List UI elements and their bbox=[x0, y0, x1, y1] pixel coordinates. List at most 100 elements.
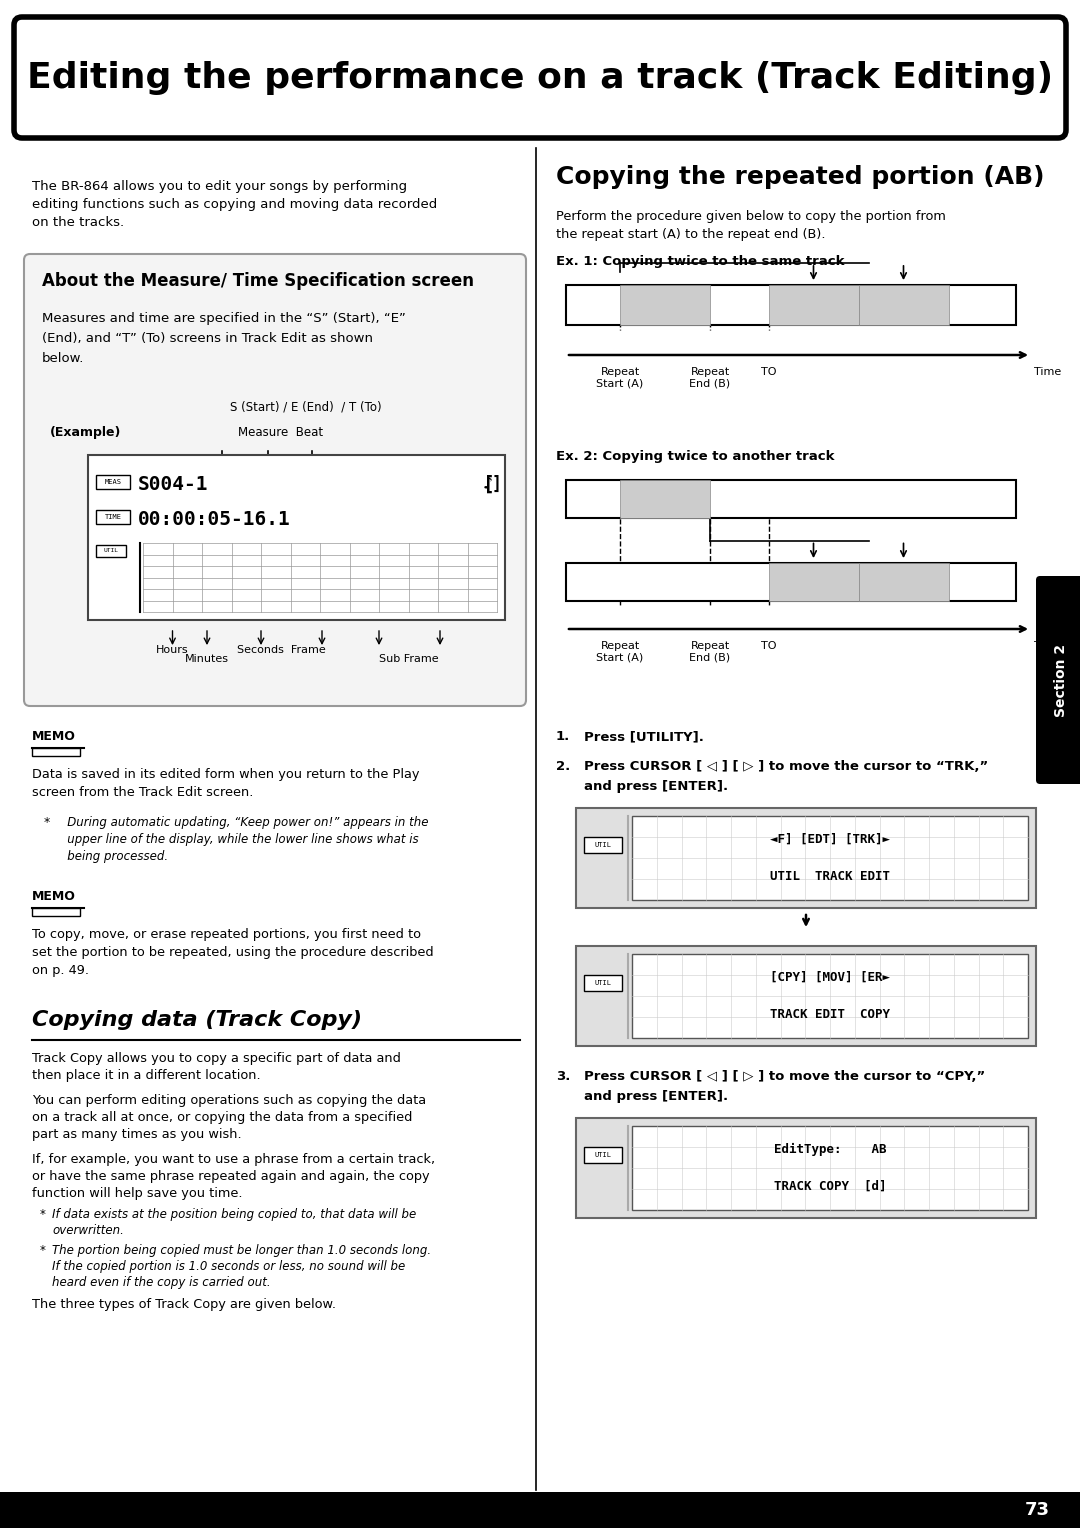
Text: TRACK EDIT  COPY: TRACK EDIT COPY bbox=[770, 1008, 890, 1021]
Text: Press CURSOR [ ◁ ] [ ▷ ] to move the cursor to “TRK,”: Press CURSOR [ ◁ ] [ ▷ ] to move the cur… bbox=[584, 759, 988, 773]
Text: and press [ENTER].: and press [ENTER]. bbox=[584, 779, 728, 793]
Text: To copy, move, or erase repeated portions, you first need to: To copy, move, or erase repeated portion… bbox=[32, 927, 421, 941]
Text: screen from the Track Edit screen.: screen from the Track Edit screen. bbox=[32, 785, 254, 799]
Text: Press [UTILITY].: Press [UTILITY]. bbox=[584, 730, 704, 743]
Text: Repeat
End (B): Repeat End (B) bbox=[689, 367, 730, 388]
Text: MEAS: MEAS bbox=[105, 478, 121, 484]
Text: TRACK COPY  [d]: TRACK COPY [d] bbox=[773, 1180, 887, 1193]
Text: 3.: 3. bbox=[556, 1070, 570, 1083]
Bar bbox=[632, 953, 1028, 1038]
Text: MEMO: MEMO bbox=[32, 730, 76, 743]
FancyBboxPatch shape bbox=[14, 17, 1066, 138]
Text: UTIL: UTIL bbox=[104, 549, 119, 553]
Text: ♪]: ♪] bbox=[483, 475, 503, 494]
Text: The portion being copied must be longer than 1.0 seconds long.: The portion being copied must be longer … bbox=[52, 1244, 431, 1258]
Text: During automatic updating, “Keep power on!” appears in the: During automatic updating, “Keep power o… bbox=[56, 816, 429, 830]
Text: 00:00:05-16.1: 00:00:05-16.1 bbox=[138, 510, 291, 529]
Bar bbox=[584, 837, 622, 853]
Bar bbox=[32, 749, 80, 756]
Bar bbox=[620, 286, 710, 325]
Text: (Example): (Example) bbox=[50, 426, 121, 439]
Bar bbox=[584, 975, 622, 992]
Text: (End), and “T” (To) screens in Track Edit as shown: (End), and “T” (To) screens in Track Edi… bbox=[42, 332, 373, 345]
Text: Repeat
Start (A): Repeat Start (A) bbox=[596, 367, 644, 388]
Text: Hours: Hours bbox=[157, 645, 189, 656]
Bar bbox=[769, 286, 859, 325]
Text: TO: TO bbox=[760, 367, 777, 377]
Text: If, for example, you want to use a phrase from a certain track,: If, for example, you want to use a phras… bbox=[32, 1154, 435, 1166]
Text: below.: below. bbox=[42, 351, 84, 365]
Text: Measures and time are specified in the “S” (Start), “E”: Measures and time are specified in the “… bbox=[42, 312, 406, 325]
Text: the repeat start (A) to the repeat end (B).: the repeat start (A) to the repeat end (… bbox=[556, 228, 825, 241]
Bar bbox=[576, 946, 1036, 1047]
Bar bbox=[620, 480, 710, 518]
Text: Time: Time bbox=[1034, 642, 1062, 651]
Text: The three types of Track Copy are given below.: The three types of Track Copy are given … bbox=[32, 1297, 336, 1311]
FancyBboxPatch shape bbox=[1036, 576, 1080, 784]
Text: S (Start) / E (End)  / T (To): S (Start) / E (End) / T (To) bbox=[230, 400, 381, 413]
Text: You can perform editing operations such as copying the data: You can perform editing operations such … bbox=[32, 1094, 427, 1106]
Text: Repeat
End (B): Repeat End (B) bbox=[689, 642, 730, 663]
Text: and press [ENTER].: and press [ENTER]. bbox=[584, 1089, 728, 1103]
Bar bbox=[0, 1491, 1080, 1528]
Text: on a track all at once, or copying the data from a specified: on a track all at once, or copying the d… bbox=[32, 1111, 413, 1125]
Text: Ex. 1: Copying twice to the same track: Ex. 1: Copying twice to the same track bbox=[556, 255, 845, 267]
Text: Copying the repeated portion (AB): Copying the repeated portion (AB) bbox=[556, 165, 1044, 189]
Bar bbox=[576, 1118, 1036, 1218]
Text: UTIL: UTIL bbox=[594, 842, 611, 848]
Text: Repeat
Start (A): Repeat Start (A) bbox=[596, 642, 644, 663]
Bar bbox=[632, 1126, 1028, 1210]
Text: The BR-864 allows you to edit your songs by performing: The BR-864 allows you to edit your songs… bbox=[32, 180, 407, 193]
Text: Perform the procedure given below to copy the portion from: Perform the procedure given below to cop… bbox=[556, 209, 946, 223]
Text: About the Measure/ Time Specification screen: About the Measure/ Time Specification sc… bbox=[42, 272, 474, 290]
Text: *: * bbox=[44, 816, 51, 830]
Text: being processed.: being processed. bbox=[56, 850, 168, 863]
Text: Ex. 2: Copying twice to another track: Ex. 2: Copying twice to another track bbox=[556, 451, 835, 463]
Text: Sub Frame: Sub Frame bbox=[379, 654, 438, 665]
Bar bbox=[584, 1148, 622, 1163]
Text: overwritten.: overwritten. bbox=[52, 1224, 124, 1238]
Text: on the tracks.: on the tracks. bbox=[32, 215, 124, 229]
Bar bbox=[859, 562, 948, 601]
Text: Minutes: Minutes bbox=[185, 654, 229, 665]
Text: If the copied portion is 1.0 seconds or less, no sound will be: If the copied portion is 1.0 seconds or … bbox=[52, 1261, 405, 1273]
Text: Track Copy allows you to copy a specific part of data and: Track Copy allows you to copy a specific… bbox=[32, 1051, 401, 1065]
Text: editing functions such as copying and moving data recorded: editing functions such as copying and mo… bbox=[32, 199, 437, 211]
Bar bbox=[32, 908, 80, 915]
Bar bbox=[96, 475, 130, 489]
Text: Editing the performance on a track (Track Editing): Editing the performance on a track (Trac… bbox=[27, 61, 1053, 95]
Text: ◄F] [EDT] [TRK]►: ◄F] [EDT] [TRK]► bbox=[770, 833, 890, 847]
Bar bbox=[87, 455, 505, 620]
Text: *: * bbox=[40, 1244, 45, 1258]
Bar bbox=[859, 286, 948, 325]
Text: EditType:    AB: EditType: AB bbox=[773, 1143, 887, 1157]
Bar bbox=[769, 562, 859, 601]
Text: UTIL: UTIL bbox=[594, 979, 611, 986]
Text: UTIL: UTIL bbox=[594, 1152, 611, 1158]
Text: [CPY] [MOV] [ER►: [CPY] [MOV] [ER► bbox=[770, 970, 890, 984]
Text: Time: Time bbox=[1034, 367, 1062, 377]
Bar bbox=[566, 562, 1016, 601]
Text: 2.: 2. bbox=[556, 759, 570, 773]
Text: on p. 49.: on p. 49. bbox=[32, 964, 89, 976]
Text: upper line of the display, while the lower line shows what is: upper line of the display, while the low… bbox=[56, 833, 419, 847]
Text: [: [ bbox=[483, 475, 495, 494]
Text: Section 2: Section 2 bbox=[1054, 643, 1068, 717]
Bar bbox=[96, 510, 130, 524]
Bar bbox=[96, 545, 126, 558]
Bar bbox=[566, 480, 1016, 518]
Bar bbox=[566, 286, 1016, 325]
Text: Copying data (Track Copy): Copying data (Track Copy) bbox=[32, 1010, 362, 1030]
Text: TIME: TIME bbox=[105, 513, 121, 520]
Bar bbox=[576, 808, 1036, 908]
Text: set the portion to be repeated, using the procedure described: set the portion to be repeated, using th… bbox=[32, 946, 434, 960]
Text: UTIL  TRACK EDIT: UTIL TRACK EDIT bbox=[770, 869, 890, 883]
Text: If data exists at the position being copied to, that data will be: If data exists at the position being cop… bbox=[52, 1209, 416, 1221]
Text: *: * bbox=[40, 1209, 45, 1221]
FancyBboxPatch shape bbox=[24, 254, 526, 706]
Text: TO: TO bbox=[760, 642, 777, 651]
Text: MEMO: MEMO bbox=[32, 889, 76, 903]
Text: 1.: 1. bbox=[556, 730, 570, 743]
Text: heard even if the copy is carried out.: heard even if the copy is carried out. bbox=[52, 1276, 271, 1290]
Bar bbox=[632, 816, 1028, 900]
